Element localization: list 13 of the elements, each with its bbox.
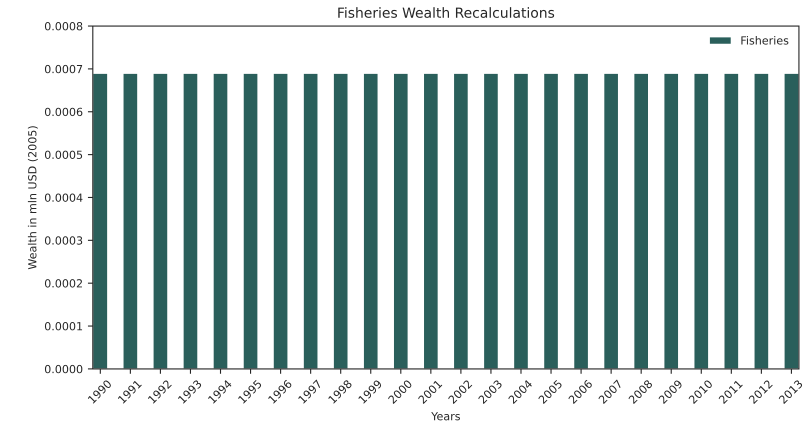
y-tick-label: 0.0007: [44, 64, 82, 74]
y-tick-label: 0.0006: [44, 108, 82, 116]
y-tick-label: 0.0000: [44, 364, 82, 374]
y-tick-label: 0.0005: [44, 150, 82, 159]
y-axis-title: Wealth in mln USD (2005): [28, 126, 38, 270]
y-tick-label: 0.0003: [44, 236, 82, 245]
y-tick-label: 0.0001: [44, 322, 82, 330]
legend-label: Fisheries: [741, 36, 788, 45]
y-tick-label: 0.0008: [44, 22, 82, 30]
y-tick-label: 0.0002: [44, 279, 82, 288]
chart-title: Fisheries Wealth Recalculations: [338, 7, 554, 18]
y-tick-label: 0.0004: [44, 193, 82, 202]
x-axis-title: Years: [431, 412, 460, 420]
